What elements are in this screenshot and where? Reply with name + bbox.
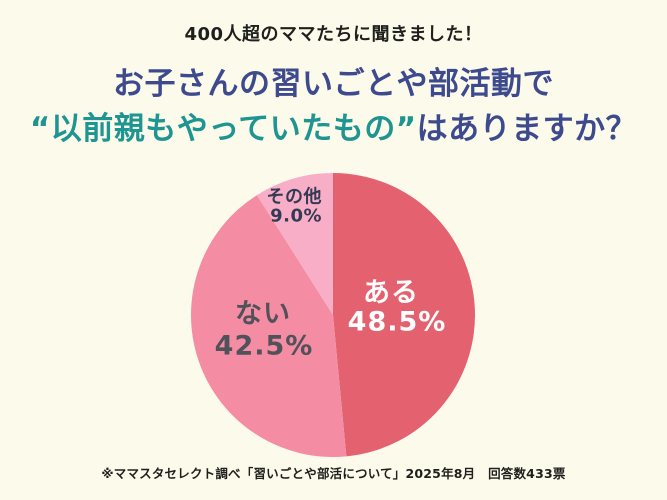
slice-label-aru: ある xyxy=(363,278,419,309)
survey-lead-text: 400人超のママたちに聞きました！ xyxy=(184,24,483,45)
source-caption: ※ママスタセレクト調べ「習いごとや部活について」2025年8月 回答数433票 xyxy=(101,466,566,481)
slice-label-sonota: その他 xyxy=(267,186,323,208)
title-line-2-rest: はありますか？ xyxy=(416,111,638,147)
title-line-1: お子さんの習いごとや部活動で xyxy=(113,66,554,102)
title-line-2: “以前親もやっていたもの”はありますか？ xyxy=(0,107,667,152)
pie-slice-0 xyxy=(333,173,475,457)
pie-slice-2 xyxy=(256,173,333,315)
slice-value-sonota: 9.0% xyxy=(270,206,322,227)
slice-value-nai: 42.5% xyxy=(215,331,314,362)
pie-chart: ある 48.5% ない 42.5% その他 9.0% xyxy=(191,173,475,457)
survey-question-title: お子さんの習いごとや部活動で “以前親もやっていたもの”はありますか？ xyxy=(0,62,667,152)
pie-labels: ある 48.5% ない 42.5% その他 9.0% xyxy=(215,186,447,362)
title-line-2-highlight: “以前親もやっていたもの” xyxy=(29,111,417,147)
pie-slices xyxy=(191,173,475,457)
slice-label-nai: ない xyxy=(235,299,291,330)
slice-value-aru: 48.5% xyxy=(348,307,447,338)
pie-slice-1 xyxy=(191,195,347,457)
